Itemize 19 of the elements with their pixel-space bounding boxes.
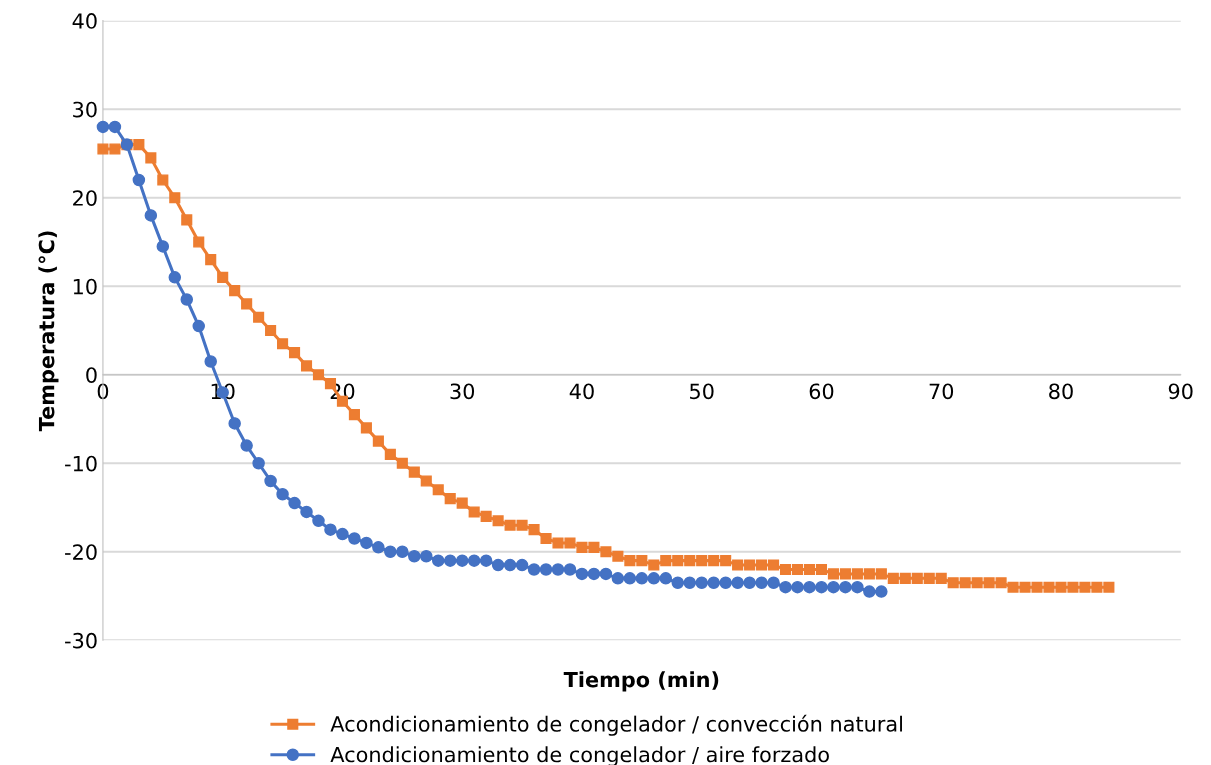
x-tick-label: 70 (929, 383, 954, 400)
y-tick-label: 10 (73, 278, 97, 295)
x-tick-label: 50 (690, 383, 714, 400)
y-tick-label: 20 (73, 190, 97, 206)
y-tick-label: 40 (72, 13, 97, 29)
y-tick-label: 30 (73, 101, 97, 118)
y-tick-label: -10 (65, 455, 97, 472)
x-tick-label: 90 (1168, 383, 1193, 400)
legend-label: Acondicionamiento de congelador / convección natural (330, 714, 902, 736)
x-tick-label: 60 (809, 383, 834, 400)
x-axis-title: Tiempo (min) (563, 671, 719, 692)
x-tick-label: 40 (569, 383, 594, 400)
y-axis-title: Temperatura (°C) (38, 231, 59, 432)
y-tick-label: 0 (86, 367, 97, 383)
y-tick-label: -30 (65, 632, 97, 649)
x-tick-label: 80 (1049, 383, 1073, 400)
x-tick-label: 0 (97, 383, 109, 400)
x-tick-label: 30 (450, 383, 475, 400)
y-tick-label: -20 (65, 544, 97, 560)
